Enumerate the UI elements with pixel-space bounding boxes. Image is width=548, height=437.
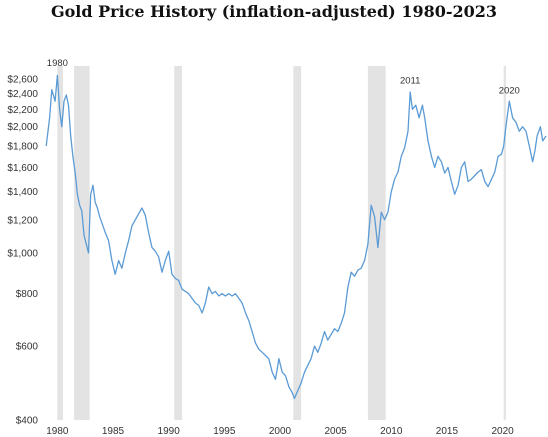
x-axis-ticks: 1980 1985 1990 1995 2000 2005 2010 2015 2020 bbox=[46, 426, 514, 437]
y-tick-label: $2,200 bbox=[7, 105, 38, 116]
annotation-2011: 2011 bbox=[400, 76, 420, 87]
y-tick-label: $2,600 bbox=[7, 74, 38, 85]
recession-band-3 bbox=[293, 66, 302, 420]
annotation-1980: 1980 bbox=[47, 58, 68, 69]
x-tick-label: 2000 bbox=[269, 426, 292, 437]
y-tick-label: $800 bbox=[16, 289, 39, 300]
y-tick-label: $600 bbox=[16, 342, 39, 353]
recession-band-5 bbox=[503, 66, 506, 420]
recession-band-2 bbox=[174, 66, 183, 420]
x-tick-label: 2015 bbox=[436, 426, 459, 437]
recession-band-0 bbox=[57, 66, 63, 420]
x-tick-label: 1980 bbox=[46, 426, 69, 437]
y-tick-label: $1,400 bbox=[7, 187, 38, 198]
y-tick-label: $1,000 bbox=[7, 249, 38, 260]
annotation-2020: 2020 bbox=[499, 86, 520, 97]
recession-bands bbox=[57, 66, 506, 420]
y-tick-label: $1,800 bbox=[7, 141, 38, 152]
x-tick-label: 1995 bbox=[213, 426, 236, 437]
y-axis-ticks: $400 $600 $800 $1,000 $1,200 $1,400 $1,600 $1,8… bbox=[7, 74, 38, 426]
y-tick-label: $400 bbox=[16, 416, 39, 427]
recession-band-1 bbox=[74, 66, 90, 420]
y-tick-label: $2,000 bbox=[7, 122, 38, 133]
x-tick-label: 1985 bbox=[102, 426, 125, 437]
y-tick-label: $2,400 bbox=[7, 89, 38, 100]
y-tick-label: $1,600 bbox=[7, 163, 38, 174]
gold-price-line bbox=[45, 74, 547, 400]
y-tick-label: $1,200 bbox=[7, 215, 38, 226]
x-tick-label: 2010 bbox=[380, 426, 403, 437]
x-tick-label: 1990 bbox=[158, 426, 181, 437]
year-annotations: 1980 2011 2020 bbox=[47, 58, 520, 97]
chart-title: Gold Price History (inflation-adjusted) … bbox=[50, 2, 498, 21]
x-tick-label: 2020 bbox=[491, 426, 514, 437]
x-tick-label: 2005 bbox=[325, 426, 348, 437]
